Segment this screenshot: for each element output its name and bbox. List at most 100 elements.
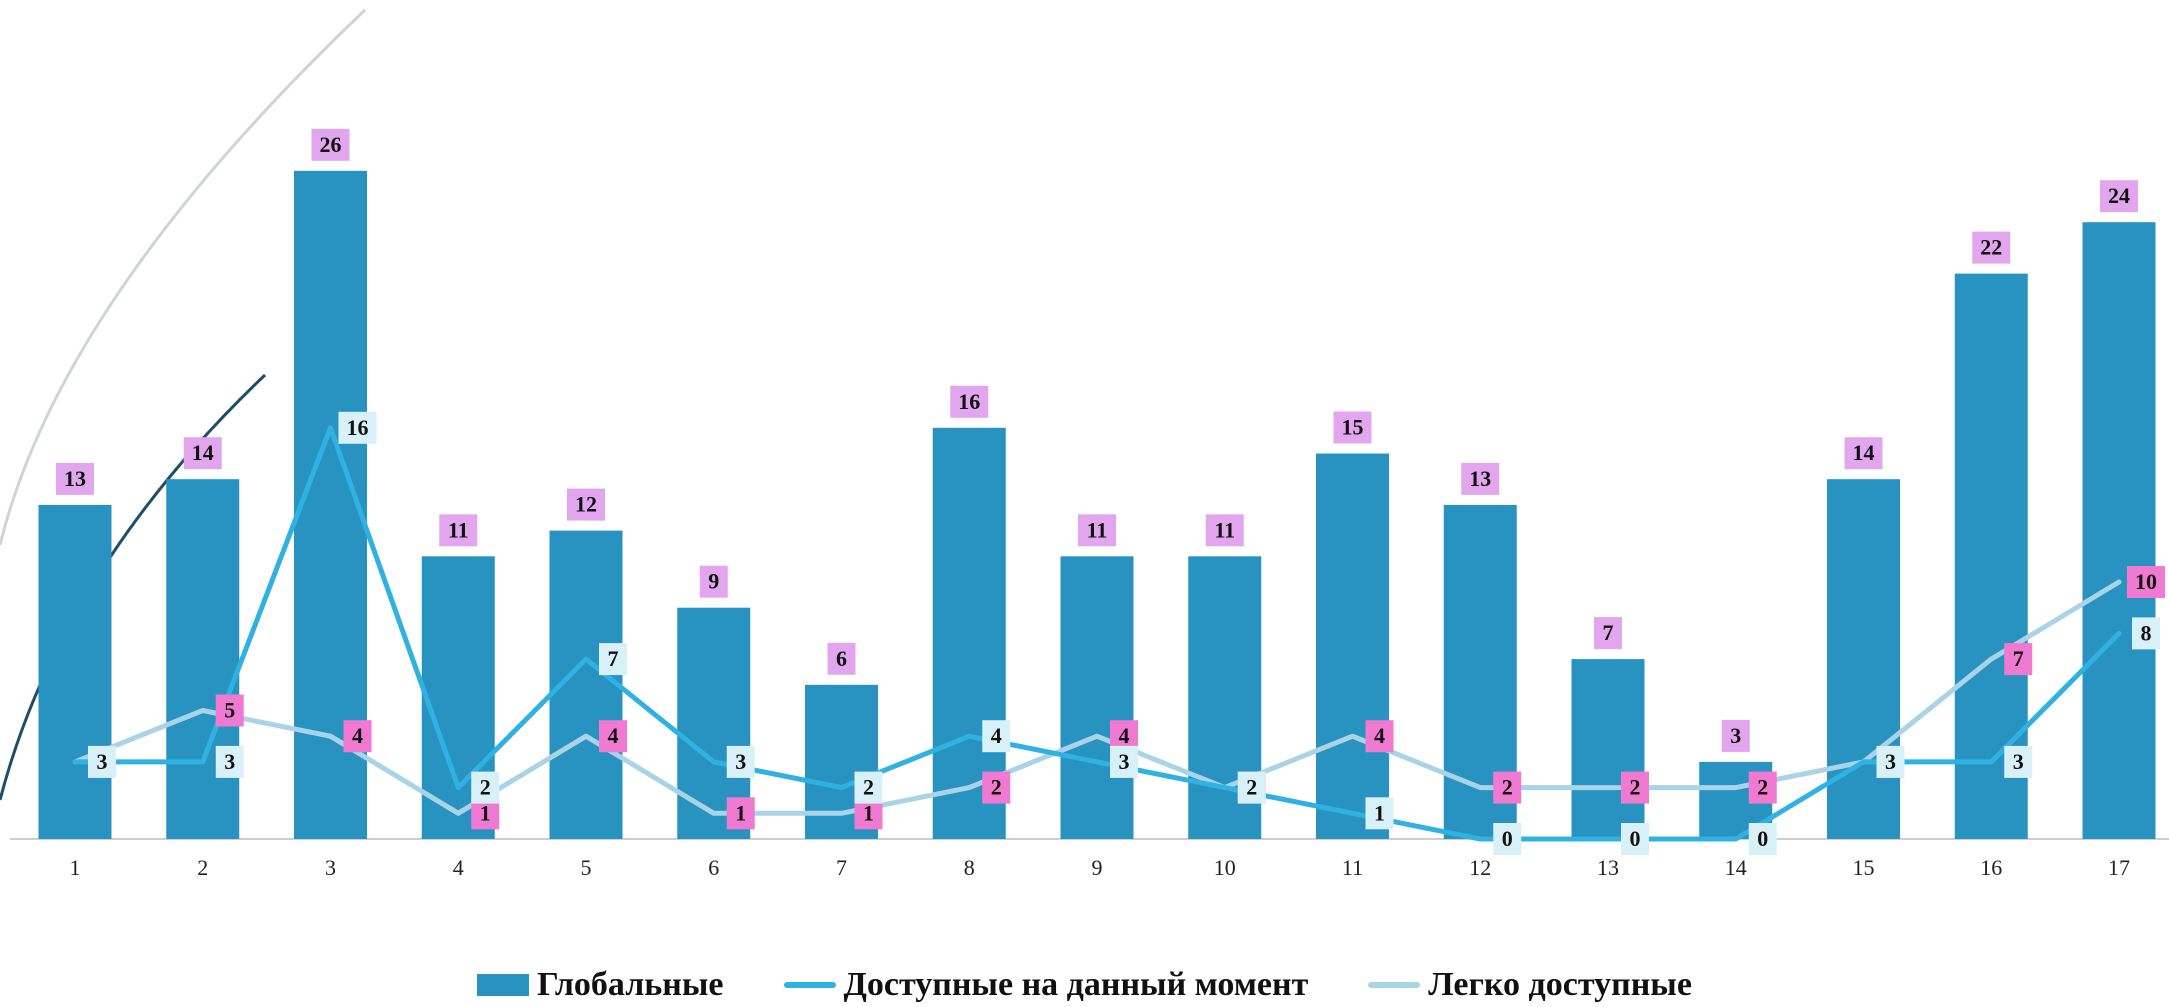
bar-value-label-11-text: 15	[1342, 415, 1364, 440]
easy-value-label-6-bg	[726, 797, 755, 830]
bar-value-label-2-text: 14	[192, 440, 214, 465]
bar-value-label-13: 7	[1594, 617, 1622, 650]
bar-value-label-7-bg	[827, 642, 856, 675]
bar-value-label-5-bg	[567, 488, 605, 521]
available-value-label-3-bg	[338, 411, 377, 444]
x-tick-label-15: 15	[1853, 855, 1875, 880]
easy-value-label-3-bg	[343, 720, 372, 753]
easy-value-label-8-text: 2	[991, 775, 1002, 800]
available-value-label-14-text: 0	[1757, 826, 1768, 851]
easy-value-label-16-bg	[2004, 643, 2033, 676]
bar-value-label-10: 11	[1205, 514, 1244, 547]
x-tick-label-16: 16	[1980, 855, 2002, 880]
bar-2	[166, 479, 240, 839]
available-value-label-4: 2	[471, 771, 500, 804]
legend-swatch-available	[783, 981, 836, 988]
x-tick-label-3: 3	[325, 855, 336, 880]
bar-1	[38, 504, 112, 839]
bar-value-label-12-bg	[1461, 462, 1500, 495]
available-value-label-10-text: 2	[1246, 775, 1257, 800]
x-ticks-layer: 1 2 3 4 5 6 7 8 9 10 11 12 13 14 15 16 17	[70, 855, 2131, 880]
bar-value-label-6: 9	[699, 565, 728, 598]
available-value-label-17-text: 8	[2141, 620, 2152, 645]
easy-value-label-4-text: 1	[480, 800, 491, 825]
easy-value-label-2-bg	[215, 694, 244, 727]
bar-value-label-4: 11	[439, 514, 478, 547]
legend-swatch-global	[477, 973, 530, 996]
easy-value-label-5-text: 4	[608, 723, 619, 748]
available-value-label-15-text: 3	[1885, 749, 1896, 774]
available-value-label-7: 2	[854, 771, 883, 804]
available-value-label-12-text: 0	[1502, 826, 1513, 851]
x-tick-label-11: 11	[1342, 855, 1363, 880]
bar-value-label-14-text: 3	[1730, 723, 1741, 748]
legend-label-available: Доступные на данный момент	[843, 965, 1309, 1003]
bar-value-label-7-text: 6	[836, 646, 847, 671]
x-tick-label-8: 8	[964, 855, 975, 880]
bar-15	[1827, 479, 1900, 839]
bar-value-label-13-text: 7	[1603, 620, 1614, 645]
available-value-label-2-bg	[215, 745, 244, 778]
bar-value-label-12: 13	[1461, 462, 1500, 495]
bar-value-label-4-bg	[439, 514, 478, 547]
available-value-label-12: 0	[1493, 823, 1522, 855]
available-value-label-16-text: 3	[2013, 749, 2024, 774]
bar-value-label-6-text: 9	[708, 569, 719, 594]
bar-value-label-4-text: 11	[448, 517, 469, 542]
available-value-label-17: 8	[2132, 617, 2160, 650]
x-tick-label-7: 7	[836, 855, 847, 880]
easy-value-label-6: 1	[726, 797, 755, 830]
easy-value-label-12-bg	[1493, 771, 1522, 804]
data-labels-layer: 1314261112961611111513731422243541411242…	[56, 128, 2165, 855]
line-available-now	[72, 425, 2122, 842]
available-value-label-7-bg	[854, 771, 883, 804]
easy-value-label-16: 7	[2004, 643, 2033, 676]
available-value-label-6: 3	[726, 745, 755, 778]
legend-item-easy[interactable]: Легко доступные	[1368, 966, 1692, 1004]
available-value-label-15: 3	[1876, 745, 1905, 778]
bar-value-label-8: 16	[950, 385, 989, 418]
bar-value-label-9-bg	[1078, 514, 1116, 547]
available-value-label-13: 0	[1621, 823, 1649, 855]
bar-value-label-16-bg	[1972, 231, 2011, 264]
legend-item-available[interactable]: Доступные на данный момент	[783, 965, 1309, 1004]
available-value-label-1-bg	[88, 745, 116, 778]
legend-item-global[interactable]: Глобальные	[477, 966, 724, 1004]
available-value-label-2: 3	[215, 745, 244, 778]
easy-value-label-17-bg	[2127, 566, 2165, 598]
bar-value-label-16-text: 22	[1980, 235, 2002, 260]
available-value-label-4-text: 2	[480, 775, 491, 800]
legend: Глобальные Доступные на данный момент Ле…	[0, 962, 2169, 1007]
available-value-label-11-bg	[1365, 797, 1394, 830]
easy-value-label-5: 4	[599, 720, 627, 753]
easy-value-label-12-text: 2	[1502, 775, 1513, 800]
available-value-label-13-bg	[1621, 823, 1649, 855]
bar-17	[2082, 222, 2156, 839]
bar-value-label-3-bg	[311, 128, 350, 161]
bar-value-label-14-bg	[1721, 719, 1750, 752]
x-tick-label-10: 10	[1214, 855, 1236, 880]
legend-label-easy: Легко доступные	[1428, 965, 1692, 1003]
easy-value-label-2-text: 5	[224, 698, 235, 723]
available-value-label-5-text: 7	[608, 646, 619, 671]
bar-value-label-5: 12	[567, 488, 605, 521]
available-value-label-9-text: 3	[1119, 749, 1130, 774]
bar-value-label-15-bg	[1844, 437, 1883, 470]
easy-value-label-13-text: 2	[1630, 775, 1641, 800]
available-value-label-12-bg	[1493, 823, 1522, 855]
easy-value-label-14: 2	[1748, 771, 1777, 804]
bar-value-label-2: 14	[183, 437, 222, 470]
easy-value-label-14-text: 2	[1757, 775, 1768, 800]
x-tick-label-2: 2	[197, 855, 208, 880]
bar-value-label-8-bg	[950, 385, 989, 418]
available-value-label-8: 4	[982, 720, 1011, 753]
bar-value-label-2-bg	[183, 437, 222, 470]
bar-9	[1060, 556, 1134, 839]
available-value-label-5: 7	[599, 643, 627, 676]
easy-value-label-12: 2	[1493, 771, 1522, 804]
bar-value-label-9-text: 11	[1087, 517, 1108, 542]
easy-value-label-13: 2	[1621, 771, 1649, 804]
bar-value-label-17-bg	[2100, 180, 2138, 213]
x-tick-label-13: 13	[1597, 855, 1619, 880]
lines-layer	[72, 425, 2122, 842]
